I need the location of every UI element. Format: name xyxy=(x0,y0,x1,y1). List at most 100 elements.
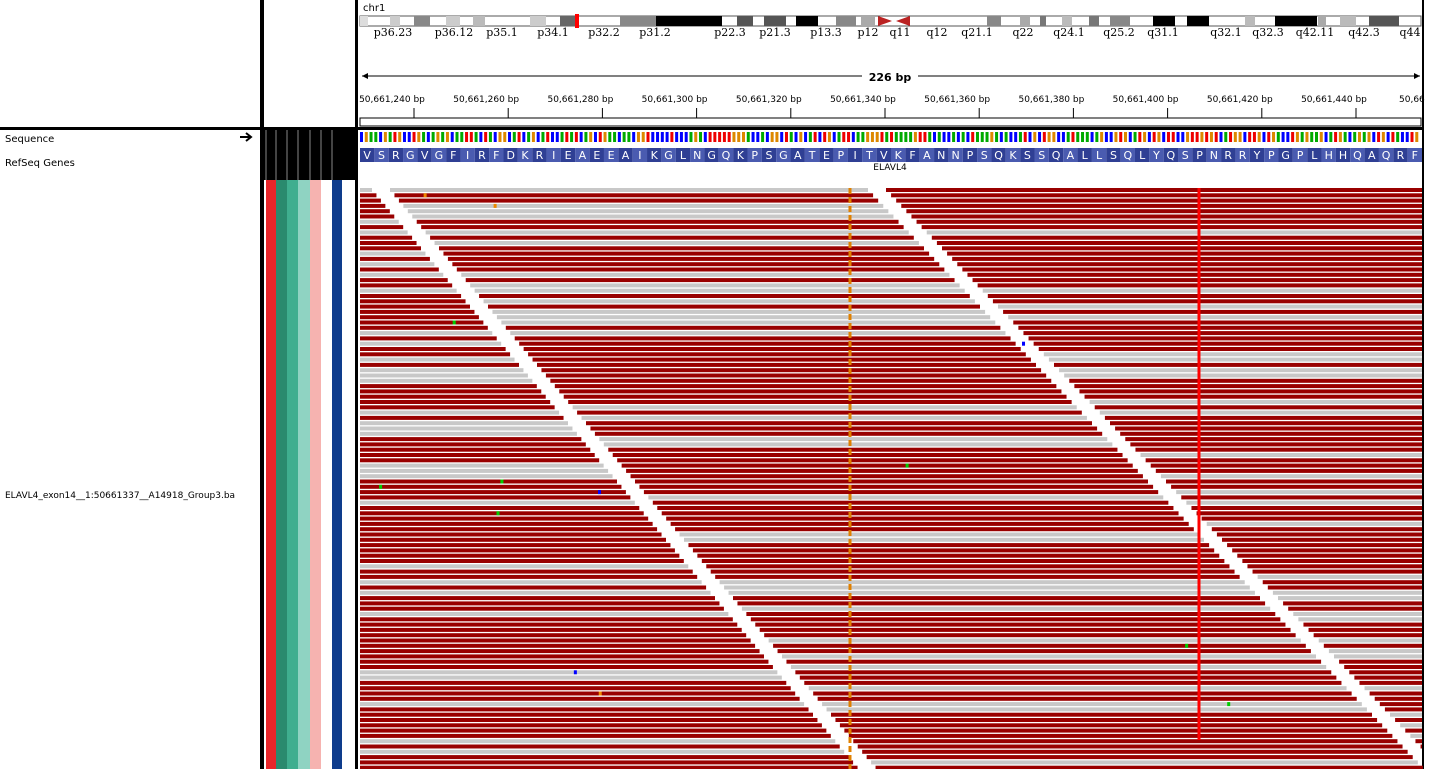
read xyxy=(1420,744,1422,749)
base xyxy=(474,132,478,142)
base xyxy=(1061,132,1065,142)
cytoband-label: q11 xyxy=(889,26,910,39)
read xyxy=(795,670,1332,675)
read xyxy=(603,442,1113,447)
read xyxy=(1013,320,1422,325)
base xyxy=(531,132,535,142)
read xyxy=(608,447,1118,452)
read xyxy=(470,283,960,288)
read xyxy=(1176,490,1422,495)
amino-acid: E xyxy=(608,149,615,162)
ruler-label: 50,661,260 bp xyxy=(453,95,519,105)
read xyxy=(719,580,1245,585)
base xyxy=(1009,132,1013,142)
read xyxy=(360,548,675,553)
amino-acid: I xyxy=(638,149,641,162)
read xyxy=(360,304,470,309)
base xyxy=(641,132,645,142)
strand-arrow[interactable] xyxy=(240,132,253,142)
cytoband-label: q32.3 xyxy=(1252,26,1284,39)
amino-acid: S xyxy=(1110,149,1117,162)
codon xyxy=(776,148,791,162)
read xyxy=(1267,585,1422,590)
base xyxy=(1381,132,1385,142)
base xyxy=(675,132,679,142)
read xyxy=(360,474,613,479)
read xyxy=(360,219,399,224)
base xyxy=(808,132,812,142)
read xyxy=(1374,696,1422,701)
read xyxy=(360,405,555,410)
read xyxy=(360,341,502,346)
base xyxy=(1071,132,1075,142)
read xyxy=(1247,564,1422,569)
read xyxy=(648,495,1164,500)
codon xyxy=(675,148,691,162)
read xyxy=(360,696,800,701)
amino-acid: I xyxy=(853,149,856,162)
amino-acid: R xyxy=(1397,149,1405,162)
read xyxy=(360,373,528,378)
codon xyxy=(1106,148,1121,162)
read xyxy=(496,315,991,320)
read xyxy=(684,537,1204,542)
read xyxy=(492,309,986,314)
base xyxy=(1319,132,1323,142)
ruler-label: 50,66 xyxy=(1399,95,1425,105)
read xyxy=(737,601,1266,606)
codon xyxy=(1091,148,1107,162)
base xyxy=(880,132,884,142)
ruler-label: 50,661,380 bp xyxy=(1018,95,1084,105)
codon xyxy=(1278,148,1293,162)
read xyxy=(360,336,497,341)
base xyxy=(360,132,363,142)
read xyxy=(750,617,1281,622)
base xyxy=(1214,132,1218,142)
base xyxy=(823,132,827,142)
read xyxy=(782,654,1316,659)
read xyxy=(360,225,404,230)
read xyxy=(360,442,586,447)
read xyxy=(545,373,1047,378)
read xyxy=(1089,400,1422,404)
base xyxy=(369,132,373,142)
base xyxy=(407,132,411,142)
read xyxy=(412,214,894,219)
amino-acid: G xyxy=(406,149,415,162)
codon xyxy=(1221,148,1236,162)
codon xyxy=(790,148,805,162)
amino-acid: Q xyxy=(1167,149,1176,162)
base xyxy=(574,132,578,142)
cytoband-label: q31.1 xyxy=(1147,26,1179,39)
base xyxy=(1396,132,1400,142)
read xyxy=(891,193,1422,198)
read xyxy=(1104,415,1422,420)
read xyxy=(1379,702,1422,707)
base xyxy=(956,132,960,142)
base xyxy=(1267,132,1271,142)
amino-acid: N xyxy=(1210,149,1218,162)
codon xyxy=(1192,148,1207,162)
read xyxy=(447,256,935,261)
amino-acid: A xyxy=(1067,149,1075,162)
base xyxy=(1367,132,1371,142)
amino-acid: N xyxy=(937,149,945,162)
base xyxy=(1353,132,1357,142)
read xyxy=(1222,537,1422,542)
amino-acid: P xyxy=(751,149,758,162)
codon xyxy=(374,148,389,162)
read xyxy=(360,283,453,288)
codon xyxy=(991,148,1006,162)
base xyxy=(866,132,870,142)
base xyxy=(584,132,588,142)
read xyxy=(853,739,1398,744)
read xyxy=(360,426,573,431)
codon xyxy=(1350,148,1365,162)
read xyxy=(1354,675,1422,680)
cytoband-label: q42.3 xyxy=(1348,26,1380,39)
ruler-box xyxy=(359,117,1422,127)
base xyxy=(689,132,693,142)
read xyxy=(777,649,1311,654)
base xyxy=(598,132,602,142)
base xyxy=(493,132,497,142)
